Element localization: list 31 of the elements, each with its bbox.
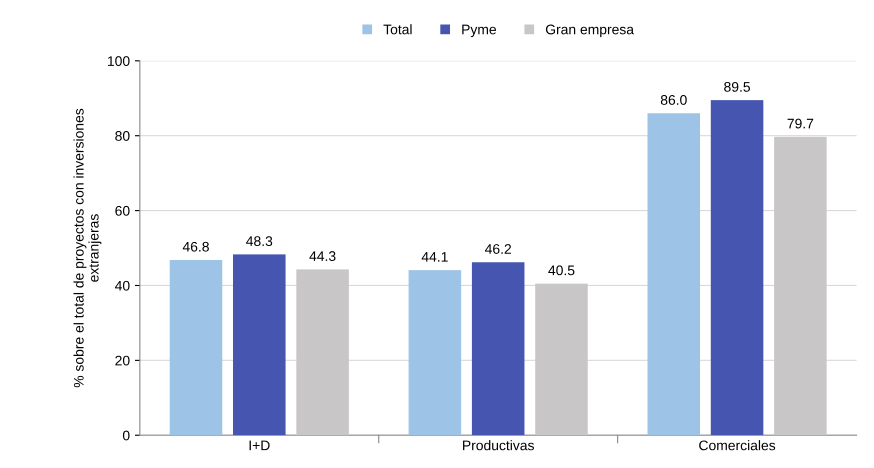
bar [535, 284, 588, 436]
bar [408, 270, 462, 436]
y-tick-label: 40 [114, 280, 130, 291]
data-label: 89.5 [724, 82, 750, 92]
bar [710, 100, 764, 436]
data-label: 86.0 [660, 95, 687, 105]
data-label: 40.5 [548, 265, 574, 276]
y-tick-label: 60 [115, 206, 130, 216]
legend-label: Pyme [462, 24, 496, 38]
data-label: 46.2 [484, 244, 511, 254]
bar [170, 260, 222, 436]
y-tick-label: 80 [115, 131, 130, 141]
bar [233, 254, 286, 436]
y-tick-label: 100 [108, 56, 130, 66]
x-tick-label: I+D [250, 440, 270, 450]
legend-label: Gran empresa [546, 24, 634, 38]
data-label: 44.1 [422, 252, 448, 262]
data-label: 79.7 [788, 118, 814, 128]
bar [296, 269, 349, 436]
data-label: 48.3 [246, 236, 272, 246]
legend-label: Total [384, 24, 412, 34]
x-tick-label: Productivas [463, 440, 534, 450]
y-tick-label: 20 [115, 356, 130, 366]
bar [647, 113, 700, 436]
x-tick-label: Comerciales [699, 440, 776, 450]
data-label: 44.3 [309, 251, 336, 262]
bar [774, 136, 827, 436]
bar [472, 262, 524, 436]
y-axis-title: % sobre el total de proyectos con inversiones extranjeras [73, 108, 102, 388]
data-label: 46.8 [182, 242, 209, 252]
y-tick-label: 0 [122, 430, 130, 440]
